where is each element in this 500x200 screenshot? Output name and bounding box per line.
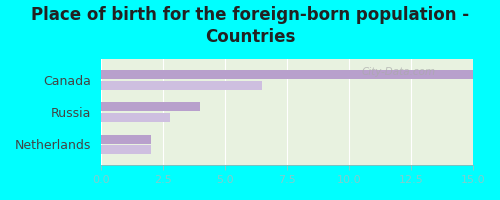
Bar xyxy=(101,102,200,111)
Bar xyxy=(101,70,472,79)
Text: City-Data.com: City-Data.com xyxy=(362,67,436,77)
Bar xyxy=(101,81,262,90)
Text: Place of birth for the foreign-born population -
Countries: Place of birth for the foreign-born popu… xyxy=(31,6,469,46)
Bar xyxy=(101,145,150,154)
Bar xyxy=(101,113,170,122)
Bar xyxy=(101,135,150,144)
